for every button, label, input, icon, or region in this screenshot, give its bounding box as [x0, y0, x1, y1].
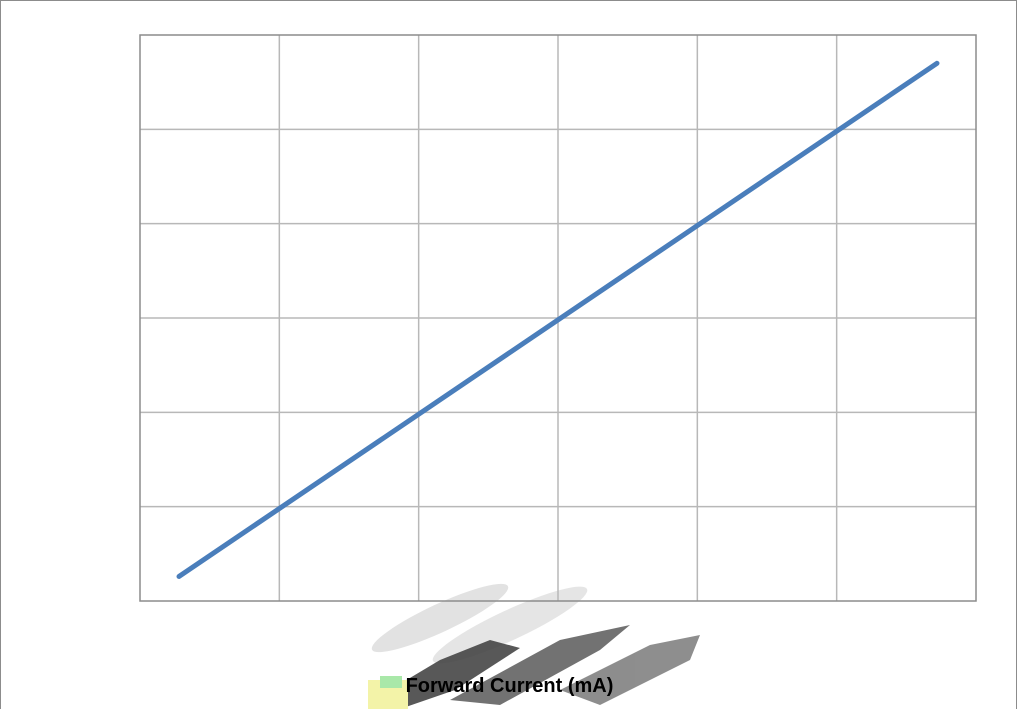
series-line — [176, 60, 940, 579]
plot-area-border — [139, 34, 977, 602]
x-axis-label: Forward Current (mA) — [405, 675, 614, 697]
plot-area-border — [139, 34, 977, 602]
series-layer — [176, 60, 940, 579]
